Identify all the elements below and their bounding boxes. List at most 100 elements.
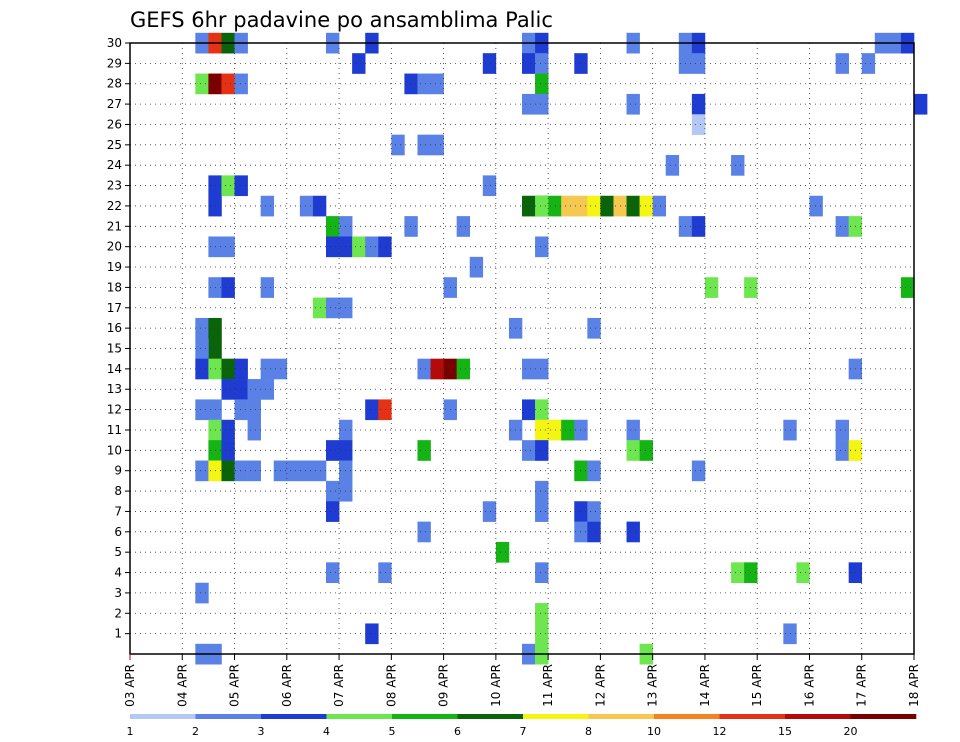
- heatmap-cell: [535, 93, 549, 115]
- heatmap-cell: [522, 53, 536, 74]
- heatmap-cell: [600, 195, 614, 217]
- heatmap-cell: [404, 73, 418, 95]
- heatmap-cell: [482, 53, 497, 74]
- heatmap-cell: [221, 440, 235, 461]
- heatmap-cell: [221, 460, 235, 482]
- heatmap-cell: [404, 216, 418, 237]
- heatmap-cell: [652, 195, 667, 217]
- y-tick-label: 29: [107, 56, 122, 70]
- x-tick-label: 09 APR: [437, 664, 451, 707]
- colorbar-swatch: [326, 714, 393, 719]
- y-tick-label: 14: [107, 362, 122, 376]
- colorbar-swatch: [588, 714, 655, 719]
- heatmap-cell: [900, 277, 915, 298]
- heatmap-cell: [326, 216, 340, 237]
- heatmap-cell: [535, 440, 549, 461]
- heatmap-cell: [417, 134, 431, 156]
- heatmap-cell: [221, 358, 235, 380]
- heatmap-cell: [234, 379, 248, 400]
- colorbar-label: 15: [778, 725, 792, 738]
- x-tick-label: 15 APR: [750, 664, 764, 707]
- x-tick-label: 18 APR: [907, 664, 921, 707]
- heatmap-cell: [587, 501, 601, 522]
- y-tick-label: 1: [114, 627, 122, 641]
- heatmap-cell: [326, 480, 340, 502]
- heatmap-cell: [326, 297, 340, 319]
- heatmap-cell: [195, 460, 209, 482]
- y-tick-label: 4: [114, 566, 122, 580]
- y-tick-label: 2: [114, 606, 122, 620]
- heatmap-cell: [234, 73, 248, 95]
- heatmap-cell: [430, 358, 444, 380]
- y-tick-label: 30: [107, 36, 122, 50]
- colorbar-label: 20: [844, 725, 858, 738]
- x-tick-label: 11 APR: [541, 664, 555, 707]
- colorbar-swatch: [130, 714, 196, 719]
- heatmap-cell: [195, 338, 209, 359]
- colorbar-swatch: [392, 714, 458, 719]
- x-tick-label: 07 APR: [332, 664, 346, 707]
- colorbar-swatch: [457, 714, 524, 719]
- heatmap-cell: [809, 195, 823, 217]
- x-tick-label: 13 APR: [646, 664, 660, 707]
- heatmap-cell: [835, 53, 849, 74]
- heatmap-cell: [691, 114, 706, 135]
- heatmap-cell: [299, 195, 314, 217]
- heatmap-cell: [914, 93, 928, 115]
- heatmap-cell: [587, 317, 601, 339]
- heatmap-cell: [535, 399, 549, 421]
- heatmap-cell: [535, 419, 549, 441]
- heatmap-cell: [691, 216, 706, 237]
- y-tick-label: 18: [107, 280, 122, 294]
- x-tick-label: 17 APR: [855, 664, 869, 707]
- y-tick-label: 21: [107, 219, 122, 233]
- y-tick-label: 8: [114, 484, 122, 498]
- heatmap-cell: [260, 358, 275, 380]
- heatmap-cell: [535, 501, 549, 522]
- heatmap-cell: [522, 358, 536, 380]
- heatmap-cell: [456, 216, 471, 237]
- heatmap-cell: [587, 460, 601, 482]
- heatmap-cell: [326, 501, 340, 522]
- colorbar-swatch: [785, 714, 851, 719]
- y-tick-label: 9: [114, 464, 122, 478]
- colorbar-label: 6: [454, 725, 461, 738]
- colorbar-swatch: [719, 714, 786, 719]
- y-tick-label: 23: [107, 179, 122, 193]
- colorbar-label: 12: [713, 725, 727, 738]
- y-tick-label: 11: [107, 423, 122, 437]
- heatmap-cell: [796, 562, 810, 584]
- heatmap-cell: [234, 175, 248, 197]
- heatmap-cell: [247, 379, 261, 400]
- heatmap-cell: [195, 317, 209, 339]
- y-tick-label: 28: [107, 77, 122, 91]
- heatmap-cell: [391, 134, 405, 156]
- heatmap-cell: [234, 358, 248, 380]
- heatmap-cell: [247, 460, 261, 482]
- heatmap-cell: [312, 195, 327, 217]
- heatmap-cell: [195, 582, 209, 604]
- heatmap-cell: [731, 562, 745, 584]
- heatmap-cell: [378, 562, 392, 584]
- heatmap-cell: [626, 195, 640, 217]
- heatmap-cell: [522, 195, 536, 217]
- colorbar-swatch: [850, 714, 917, 719]
- heatmap-cell: [522, 440, 536, 461]
- heatmap-cell: [195, 73, 209, 95]
- x-tick-label: 12 APR: [593, 664, 607, 707]
- colorbar-label: 8: [585, 725, 592, 738]
- heatmap-cell: [535, 73, 549, 95]
- heatmap-cell: [326, 236, 340, 258]
- x-tick-label: 10 APR: [489, 664, 503, 707]
- heatmap-cell: [561, 419, 575, 441]
- heatmap-cell: [548, 195, 562, 217]
- y-tick-label: 6: [114, 525, 122, 539]
- heatmap-cell: [430, 134, 444, 156]
- heatmap-cell: [417, 358, 431, 380]
- heatmap-cell: [691, 93, 706, 115]
- grid-lines: [130, 42, 914, 654]
- heatmap-cell: [482, 501, 497, 522]
- heatmap-cell: [260, 277, 275, 298]
- y-tick-label: 13: [107, 382, 122, 396]
